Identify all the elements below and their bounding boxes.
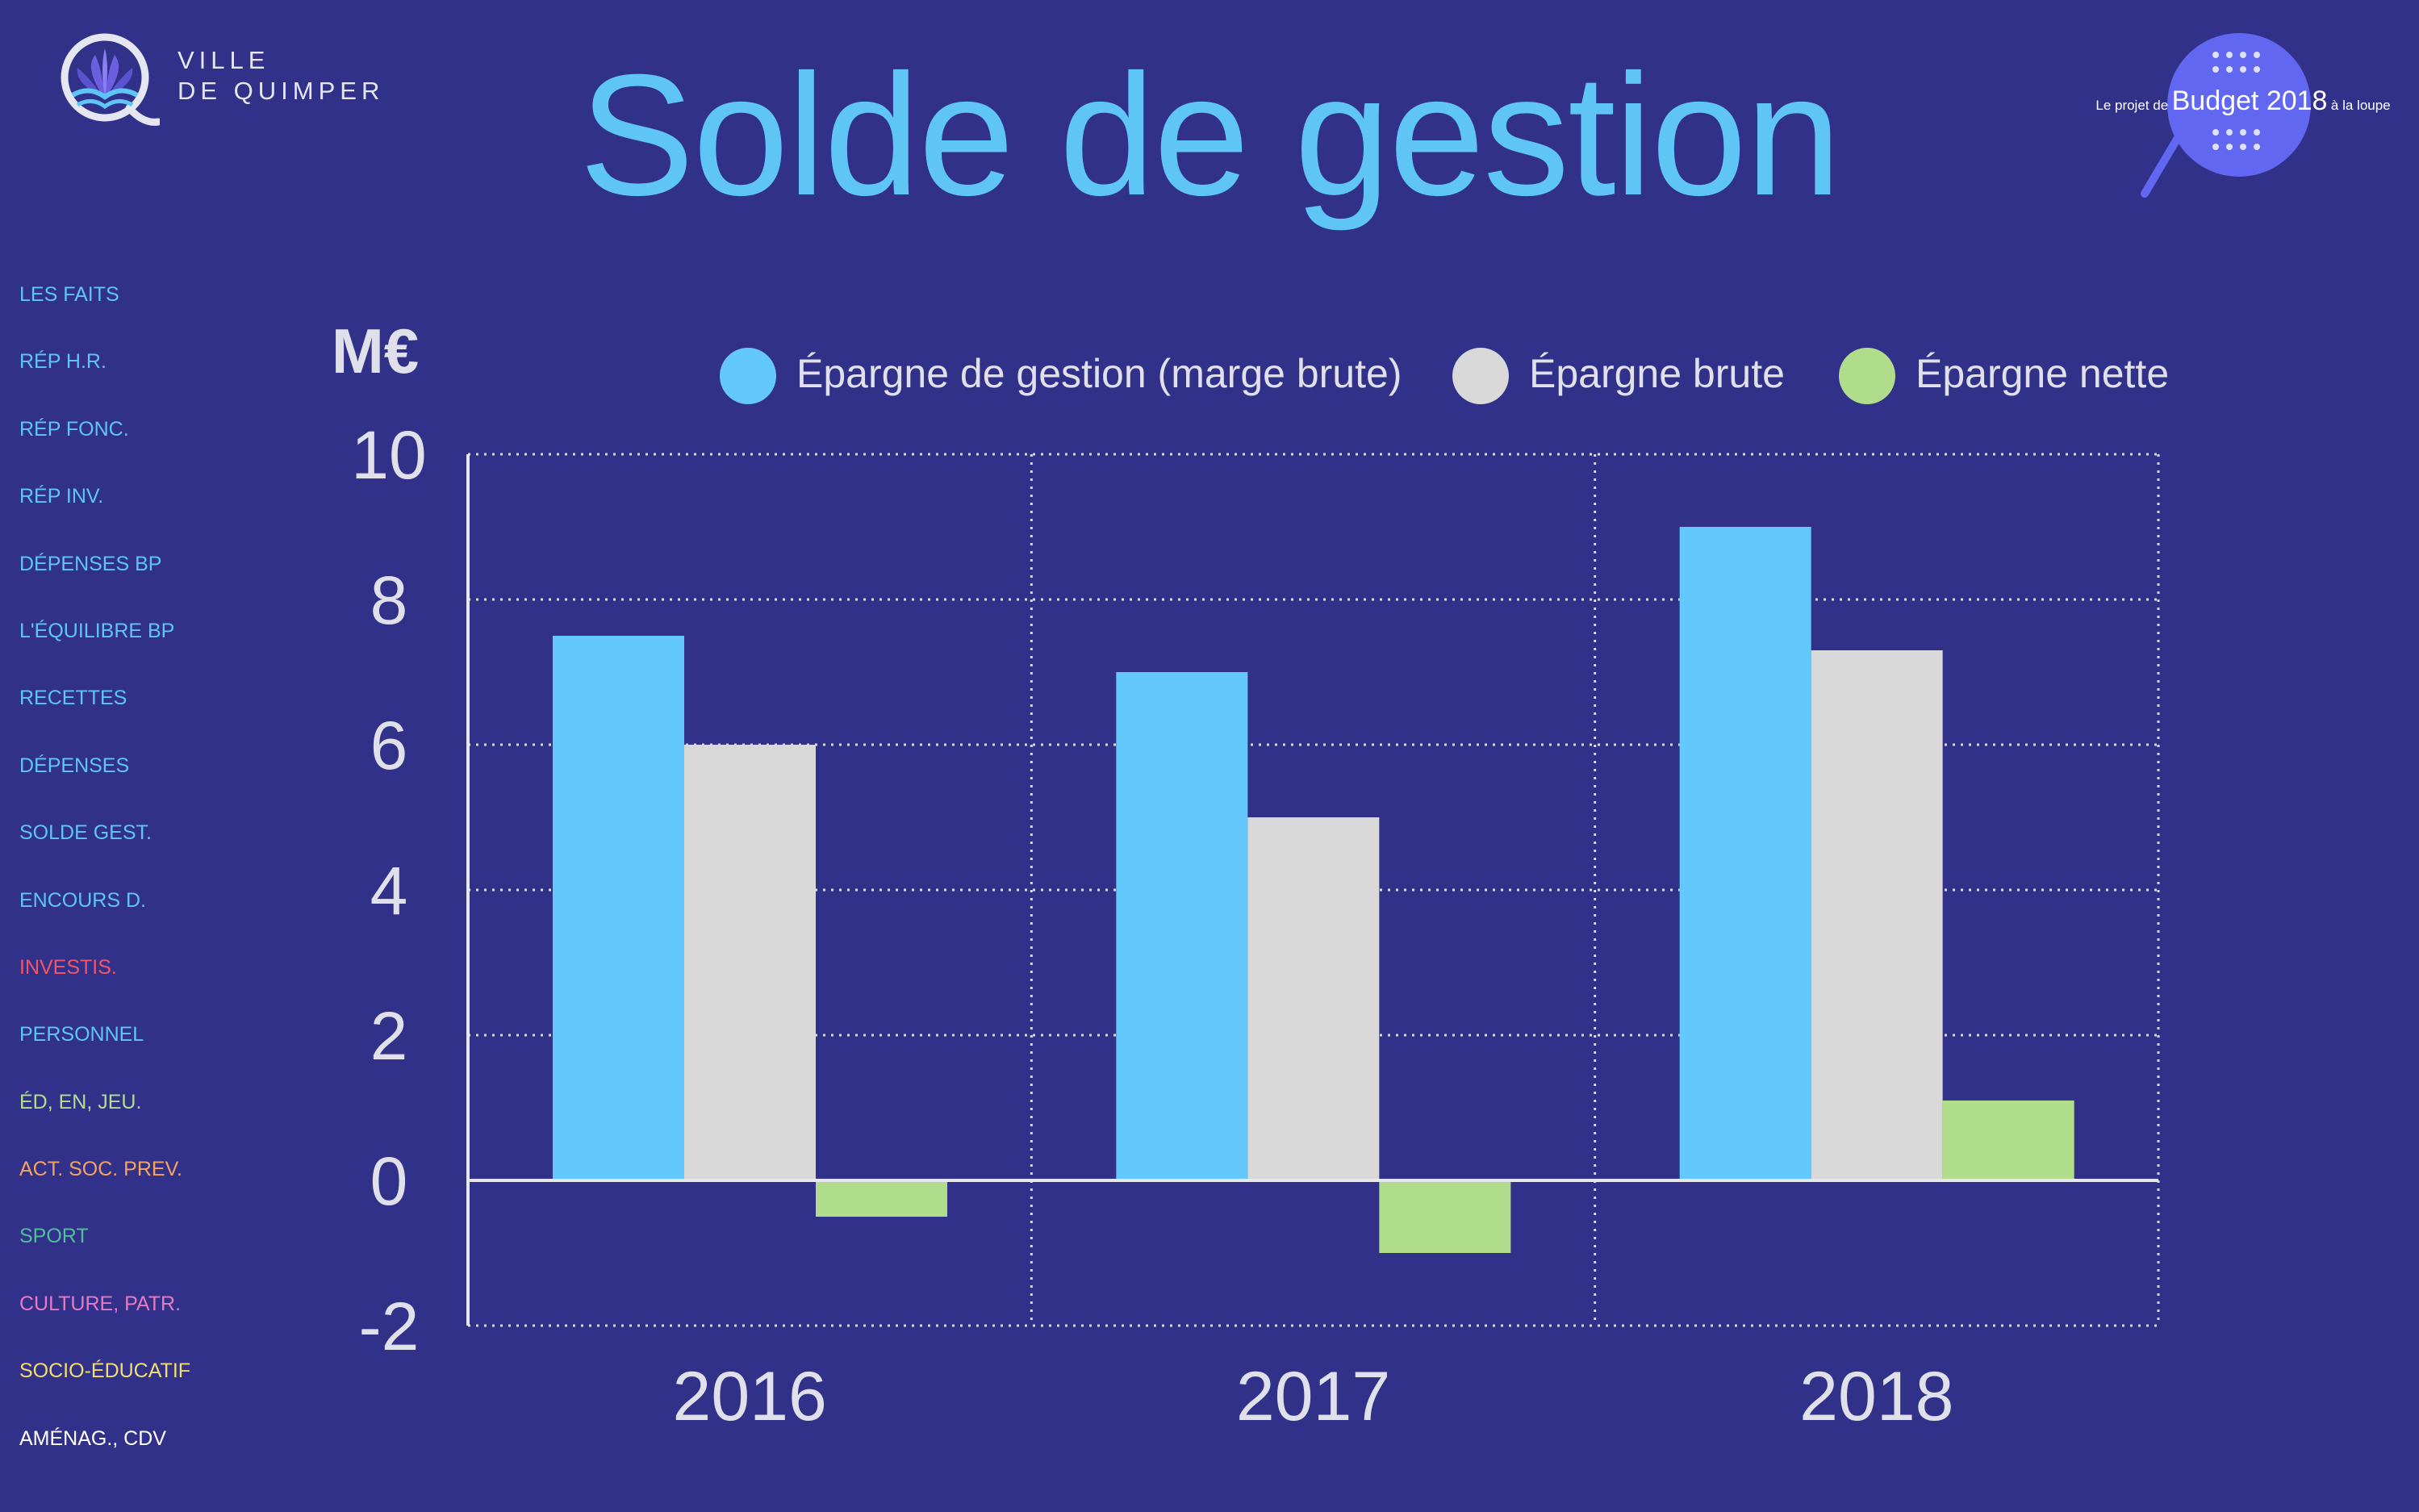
y-tick-label: 6: [370, 708, 408, 783]
legend-swatch: [1452, 348, 1509, 404]
bar: [684, 745, 816, 1180]
bar: [1942, 1101, 2074, 1180]
legend-label: Épargne nette: [1916, 351, 2169, 396]
sidebar-item[interactable]: INVESTIS.: [19, 955, 117, 979]
y-tick-label: 10: [351, 417, 426, 493]
y-axis-label: M€: [332, 315, 419, 386]
x-tick-label: 2017: [1236, 1358, 1390, 1435]
page-title: Solde de gestion: [579, 39, 1841, 232]
magnifier-icon: [2141, 33, 2311, 198]
ville-de-quimper-logo: VILLE DE QUIMPER: [55, 29, 379, 134]
chart-legend: Épargne de gestion (marge brute) Épargne …: [720, 348, 2169, 404]
legend-swatch: [720, 348, 776, 404]
chart-bars: [553, 527, 2074, 1253]
y-tick-label: 8: [370, 562, 408, 638]
legend-label: Épargne de gestion (marge brute): [796, 351, 1402, 396]
sidebar-item[interactable]: SPORT: [19, 1225, 89, 1248]
y-tick-label: 2: [370, 998, 408, 1074]
bar: [1811, 650, 1943, 1180]
x-tick-label: 2018: [1799, 1358, 1953, 1435]
sidebar-item[interactable]: SOCIO-ÉDUCATIF: [19, 1360, 191, 1383]
bar: [553, 636, 684, 1180]
chart-axes: [466, 454, 2158, 1326]
y-tick-label: -2: [359, 1289, 420, 1364]
sidebar-item[interactable]: RÉP H.R.: [19, 350, 107, 374]
sidebar-item[interactable]: AMÉNAG., CDV: [19, 1426, 166, 1450]
bar: [816, 1180, 947, 1217]
sidebar-item[interactable]: RECETTES: [19, 687, 127, 710]
bar: [1379, 1180, 1511, 1253]
badge-prefix: Le projet de: [2095, 98, 2169, 113]
sidebar-item[interactable]: ENCOURS D.: [19, 888, 146, 912]
sidebar-item[interactable]: LES FAITS: [19, 283, 119, 306]
chart-tick-labels: 10 8 6 4 2 0 -2 2016 2017 2018: [351, 417, 1953, 1435]
bar: [1247, 817, 1380, 1180]
logo-line-1: VILLE: [178, 46, 270, 74]
budget-badge: Le projet de Budget 2018 à la loupe: [2082, 27, 2404, 221]
sidebar-item[interactable]: CULTURE, PATR.: [19, 1292, 182, 1315]
logo-line-2: DE QUIMPER: [178, 77, 385, 105]
bar: [1679, 527, 1811, 1180]
sidebar-item[interactable]: SOLDE GEST.: [19, 821, 152, 845]
sidebar-item[interactable]: L'ÉQUILIBRE BP: [19, 619, 175, 642]
sidebar-item[interactable]: DÉPENSES: [19, 754, 130, 777]
sidebar-item[interactable]: DÉPENSES BP: [19, 552, 162, 575]
quimper-emblem-icon: [61, 33, 160, 126]
legend-swatch: [1839, 348, 1895, 404]
sidebar-item[interactable]: ÉD, EN, JEU.: [19, 1090, 142, 1113]
y-tick-label: 0: [370, 1143, 408, 1219]
legend-label: Épargne brute: [1529, 351, 1785, 396]
sidebar-item[interactable]: RÉP INV.: [19, 485, 104, 508]
x-tick-label: 2016: [673, 1358, 827, 1435]
bar: [1116, 672, 1248, 1180]
sidebar-item[interactable]: PERSONNEL: [19, 1023, 144, 1046]
y-tick-label: 4: [370, 853, 408, 929]
sidebar-nav: LES FAITS RÉP H.R. RÉP FONC. RÉP INV. DÉPENS…: [19, 278, 190, 1489]
sidebar-item[interactable]: RÉP FONC.: [19, 417, 129, 441]
badge-suffix: à la loupe: [2330, 98, 2391, 113]
badge-main: Budget 2018: [2171, 86, 2328, 116]
sidebar-item[interactable]: ACT. SOC. PREV.: [19, 1158, 182, 1181]
